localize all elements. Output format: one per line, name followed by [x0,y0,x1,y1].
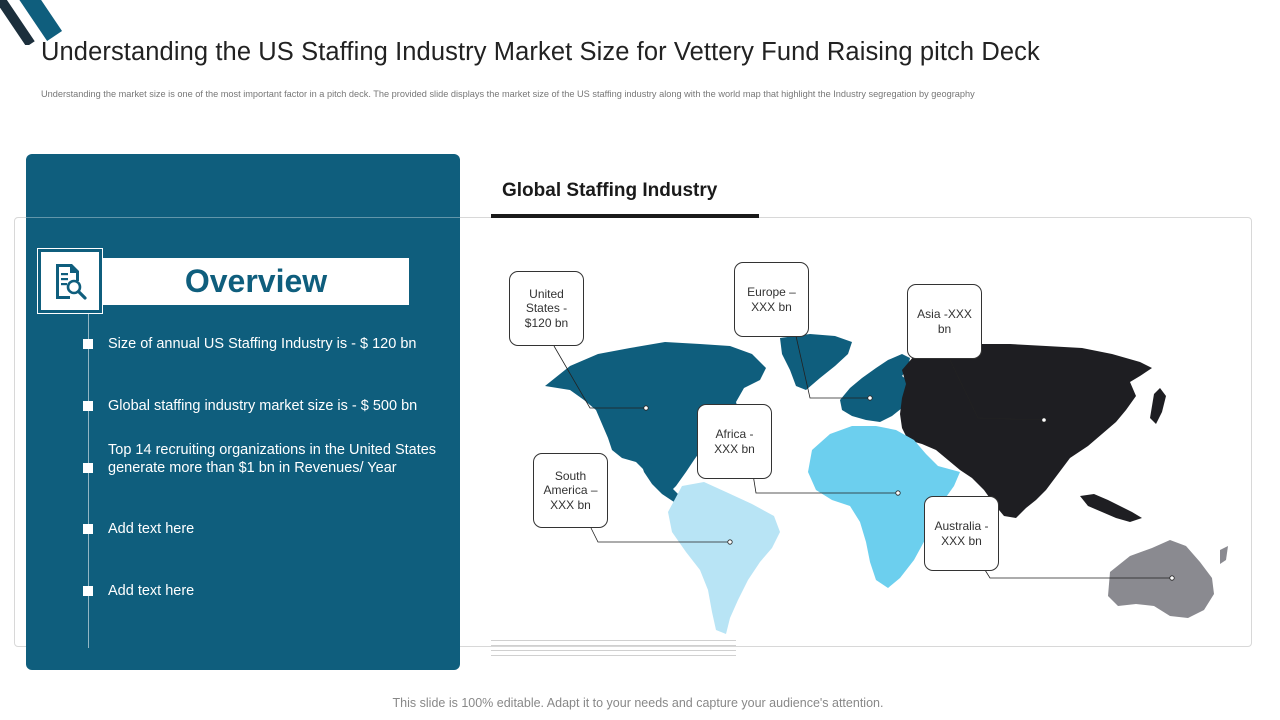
decorative-lines [491,640,736,662]
callout-south-america: South America – XXX bn [533,453,608,528]
bullet-marker [83,463,93,473]
document-search-icon [56,264,87,300]
new-zealand-shape [1220,546,1228,564]
callout-europe: Europe – XXX bn [734,262,809,337]
footer-note: This slide is 100% editable. Adapt it to… [392,696,884,710]
timeline-line [88,314,89,648]
overview-panel: Overview Size of annual US Staffing Indu… [26,154,460,670]
overview-item-3: Top 14 recruiting organizations in the U… [108,442,437,476]
callout-united-states: United States - $120 bn [509,271,584,346]
map-heading: Global Staffing Industry [502,180,718,201]
overview-item-1: Size of annual US Staffing Industry is -… [108,336,417,352]
page-title: Understanding the US Staffing Industry M… [41,38,1040,66]
callout-connectors [553,335,1172,579]
callout-dots [643,395,1175,581]
overview-icon-box [37,248,103,314]
world-map [545,334,1228,634]
bullet-marker [83,524,93,534]
overview-item-5: Add text here [108,583,195,599]
overview-item-2: Global staffing industry market size is … [108,398,418,414]
map-heading-underline [491,214,759,218]
panel-divider [26,217,460,218]
callout-africa: Africa - XXX bn [697,404,772,479]
bullet-marker [83,586,93,596]
callout-australia: Australia -XXX bn [924,496,999,571]
overview-banner: Overview [103,258,409,305]
indonesia-shape [1080,494,1142,522]
north-america-shape [545,342,766,496]
overview-heading: Overview [184,263,328,299]
bullet-marker [83,401,93,411]
overview-item-4: Add text here [108,521,195,537]
bullet-marker [83,339,93,349]
page-subtitle: Understanding the market size is one of … [41,89,975,99]
europe-shape [840,354,910,422]
greenland-shape [780,334,852,390]
africa-shape [808,426,960,588]
callout-asia: Asia -XXX bn [907,284,982,359]
japan-shape [1150,388,1166,424]
south-america-shape [668,482,780,634]
central-america-shape [640,460,688,508]
australia-shape [1108,540,1214,618]
